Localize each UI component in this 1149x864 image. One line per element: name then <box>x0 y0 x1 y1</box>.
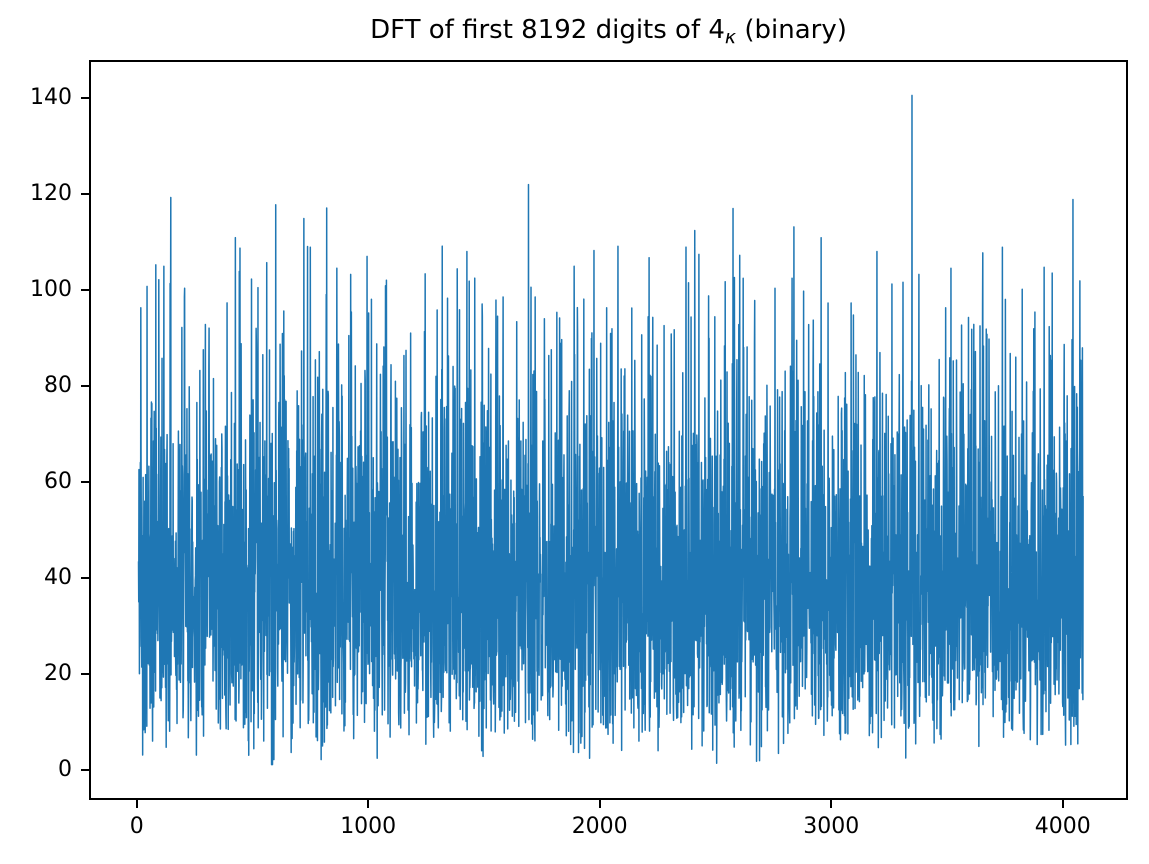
y-axis-tick-label: 100 <box>30 277 72 303</box>
chart-title-pre: DFT of first 8192 digits of 4 <box>370 15 725 45</box>
y-axis-tick-label: 60 <box>44 469 72 495</box>
y-axis-tick-label: 0 <box>58 757 72 783</box>
y-axis-tick-label: 120 <box>30 181 72 207</box>
y-axis-tick-label: 20 <box>44 661 72 687</box>
y-axis-tick <box>81 289 89 292</box>
y-axis-tick <box>81 385 89 388</box>
x-axis-tick-label: 4000 <box>1034 814 1091 839</box>
chart-title: DFT of first 8192 digits of 4κ (binary) <box>89 13 1128 54</box>
x-axis-tick <box>135 800 138 808</box>
y-axis-tick-label: 140 <box>30 85 72 111</box>
x-axis-tick <box>598 800 601 808</box>
plot-area <box>89 60 1128 800</box>
y-axis-tick <box>81 481 89 484</box>
chart-title-post: (binary) <box>736 15 847 45</box>
x-axis-tick-label: 0 <box>129 814 144 839</box>
x-axis-tick-label: 3000 <box>803 814 860 839</box>
x-axis-tick <box>830 800 833 808</box>
x-axis-tick-label: 2000 <box>571 814 628 839</box>
x-axis-tick <box>1061 800 1064 808</box>
y-axis-tick-label: 80 <box>44 373 72 399</box>
y-axis-tick-label: 40 <box>44 565 72 591</box>
x-axis-tick <box>367 800 370 808</box>
y-axis-tick <box>81 193 89 196</box>
chart-title-subscript: κ <box>724 26 737 48</box>
y-axis-tick <box>81 769 89 772</box>
dft-line-series <box>137 94 1084 766</box>
y-axis-tick <box>81 577 89 580</box>
x-axis-tick-label: 1000 <box>340 814 397 839</box>
y-axis-tick <box>81 673 89 676</box>
y-axis-tick <box>81 97 89 100</box>
dft-spectrum-svg <box>137 94 1084 766</box>
